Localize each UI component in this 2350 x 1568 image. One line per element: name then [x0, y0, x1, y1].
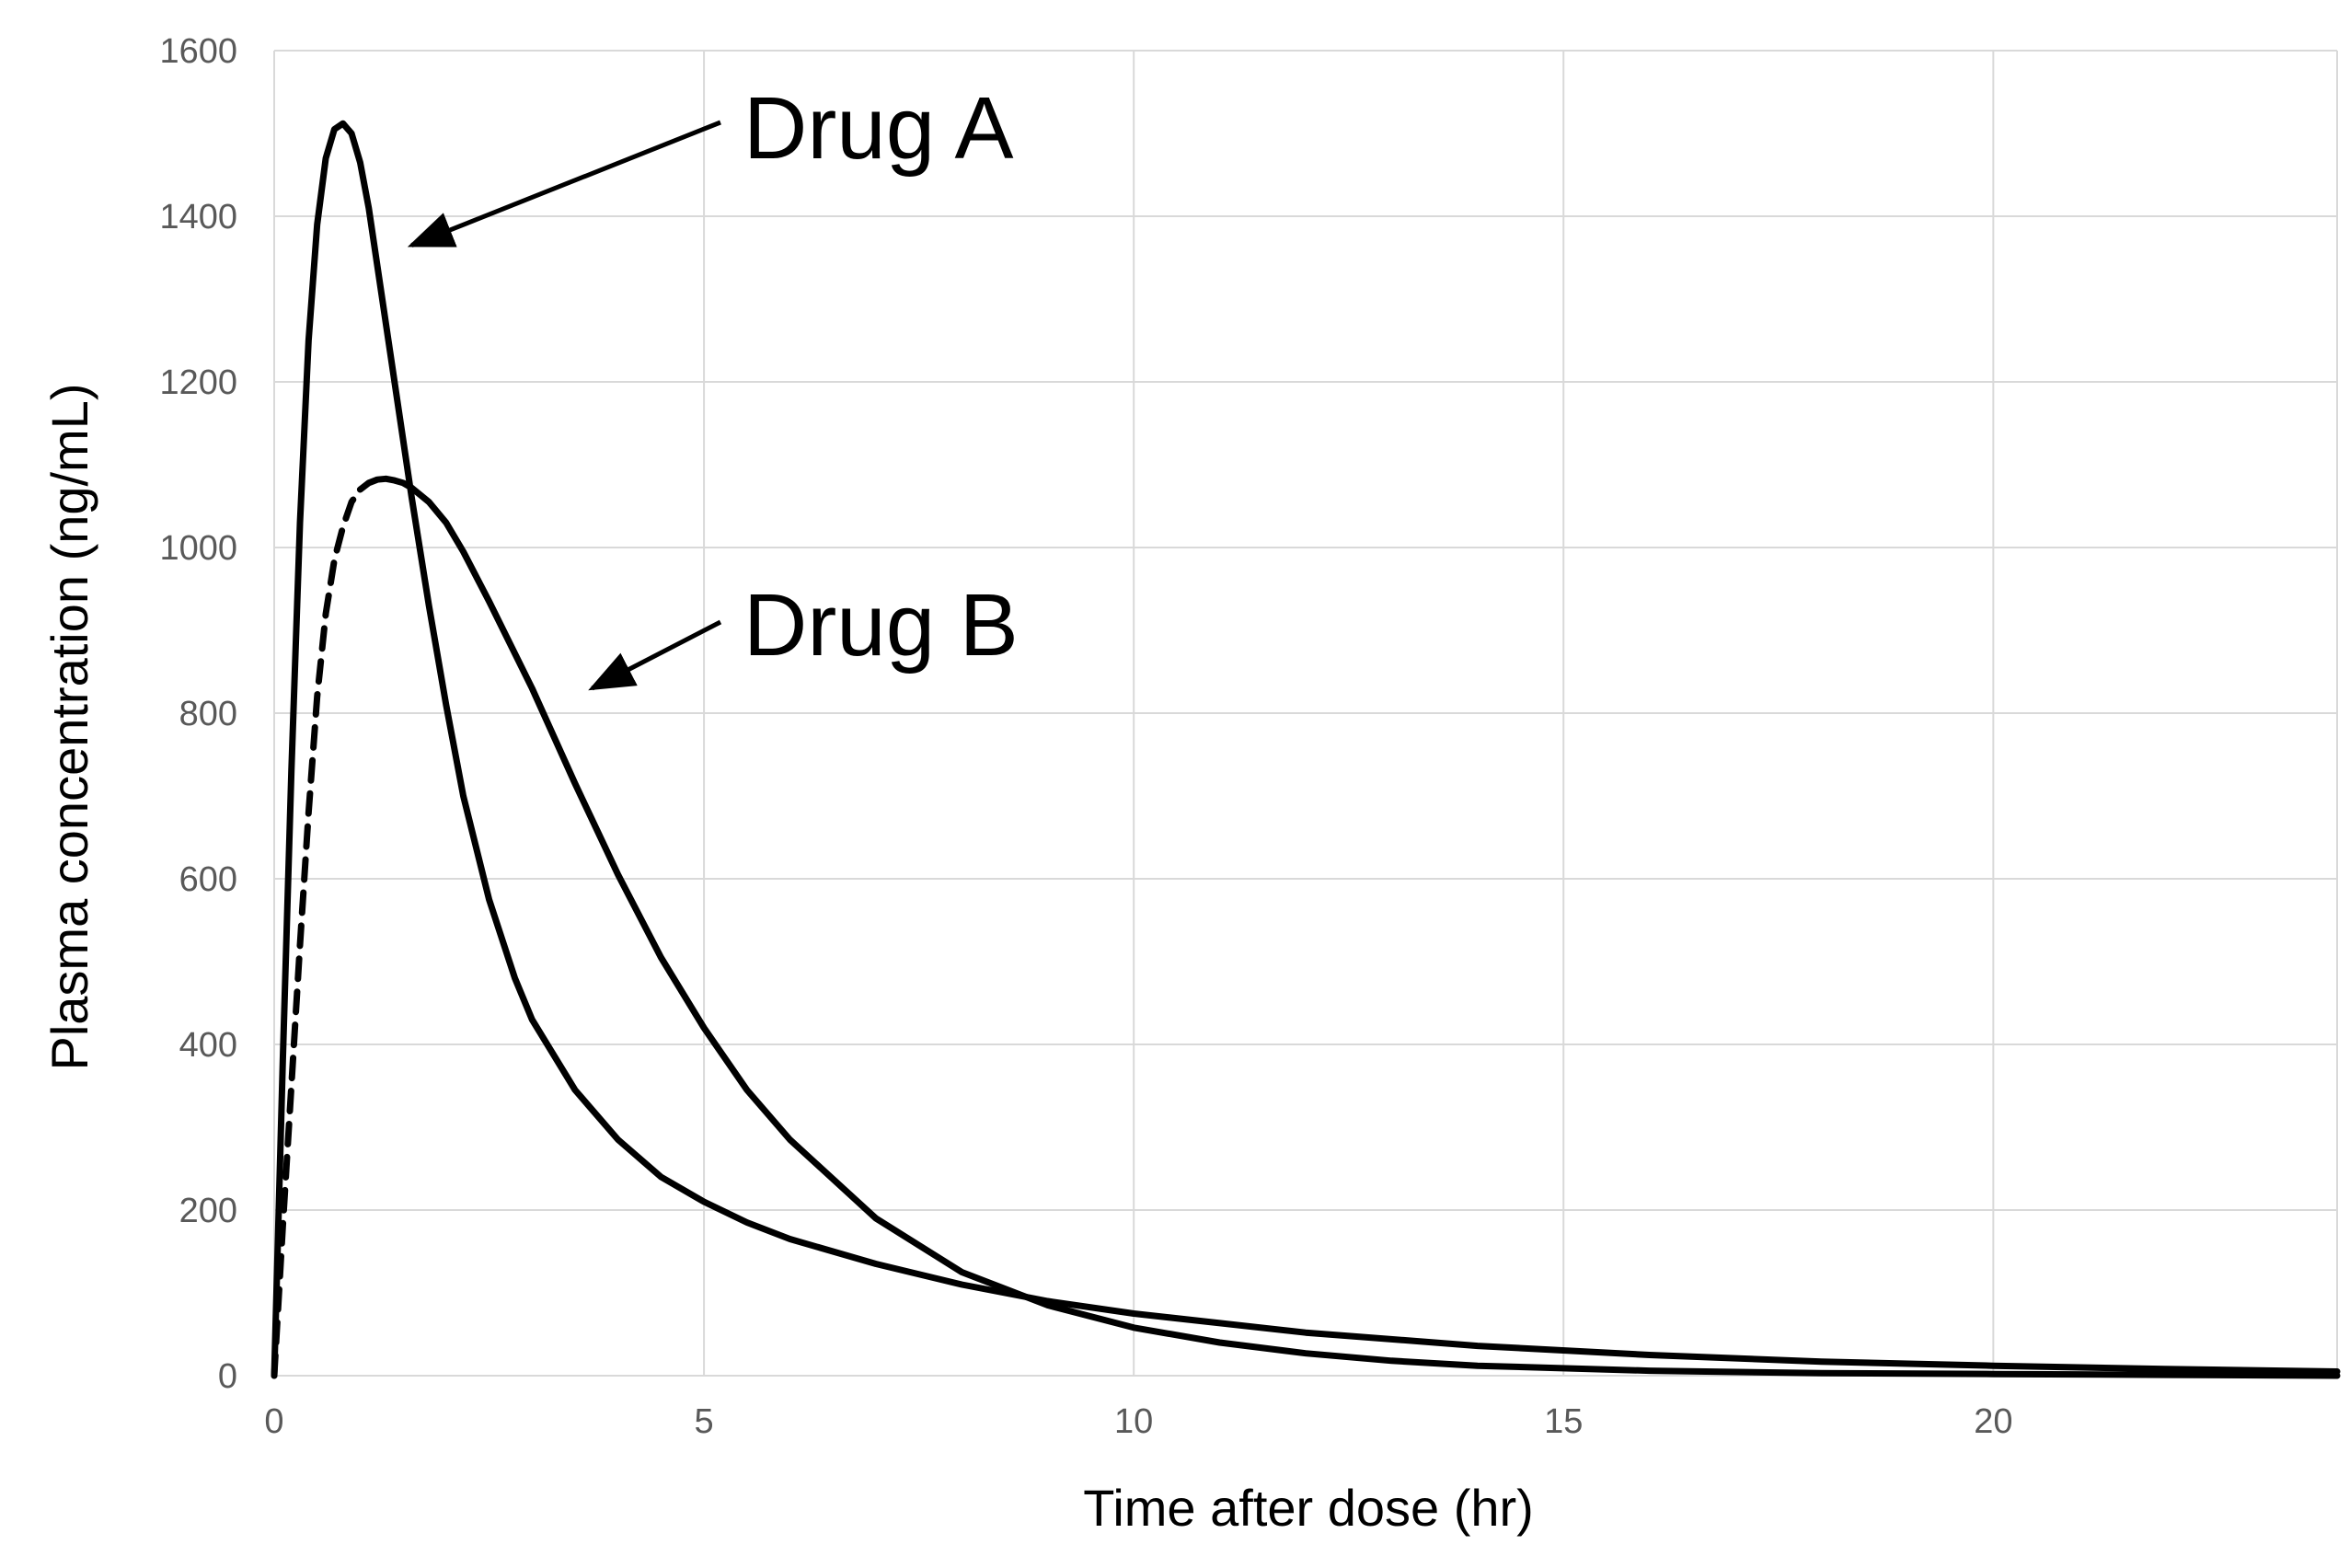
x-tick-label: 5 [695, 1402, 714, 1441]
gridlines [273, 50, 2338, 1377]
annotation-label-drug-a: Drug A [743, 79, 1013, 178]
y-tick-label: 800 [179, 695, 237, 733]
annotation-label-drug-b: Drug B [743, 576, 1019, 674]
x-tick-label: 15 [1544, 1402, 1583, 1441]
annotation-arrow-drug-a [407, 120, 721, 248]
y-tick-label: 1400 [159, 198, 237, 236]
y-tick-label: 1200 [159, 363, 237, 402]
series-line-drug-a [271, 120, 2341, 1379]
annotations: Drug A Drug B [407, 79, 1019, 691]
y-tick-label: 0 [218, 1357, 237, 1396]
x-tick-label: 10 [1114, 1402, 1153, 1441]
tick-labels: 0 200 400 600 800 1000 1200 1400 1600 0 5 10 15 20 [159, 32, 2012, 1441]
y-axis-title: Plasma concentration (ng/mL) [40, 383, 98, 1070]
annotation-arrow-drug-b [588, 619, 722, 691]
x-tick-label: 0 [264, 1402, 283, 1441]
series-line-drug-b-dashed [271, 486, 363, 1379]
series-line-drug-b [356, 475, 2341, 1379]
series-lines [271, 120, 2341, 1379]
y-tick-label: 1600 [159, 32, 237, 71]
x-axis-title: Time after dose (hr) [1083, 1479, 1534, 1537]
x-tick-label: 20 [1974, 1402, 2012, 1441]
y-tick-label: 1000 [159, 529, 237, 568]
y-tick-label: 600 [179, 860, 237, 899]
y-tick-label: 400 [179, 1026, 237, 1065]
y-tick-label: 200 [179, 1192, 237, 1230]
